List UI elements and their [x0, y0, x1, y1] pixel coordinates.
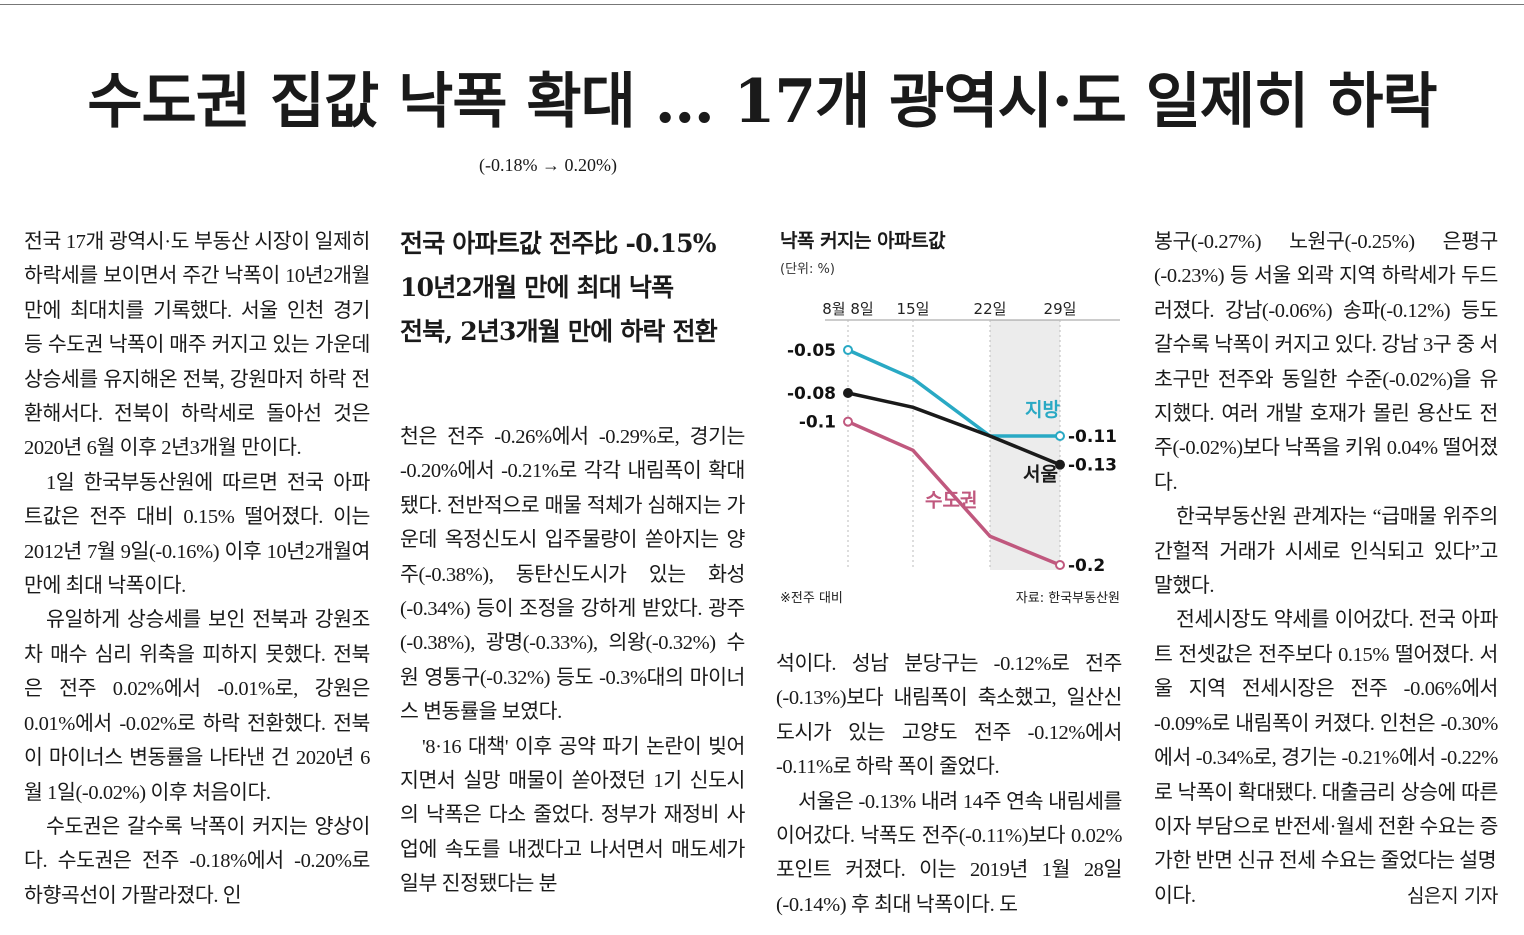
paragraph: '8·16 대책' 이후 공약 파기 논란이 빚어지면서 실망 매물이 쏟아졌던…	[400, 735, 745, 896]
x-tick-label: 8월 8일	[822, 300, 873, 318]
paragraph: 수도권은 갈수록 낙폭이 커지는 양상이다. 수도권은 전주 -0.18%에서 …	[24, 815, 370, 907]
deck-line: 10년2개월 만에 최대 낙폭	[400, 273, 674, 302]
deck-line: 전국 아파트값 전주比 -0.15%	[400, 229, 717, 258]
deck-line: 전북, 2년3개월 만에 하락 전환	[400, 317, 718, 346]
headline-subnote: (-0.18% → 0.20%)	[479, 155, 617, 175]
paragraph: 유일하게 상승세를 보인 전북과 강원조차 매수 심리 위축을 피하지 못했다.…	[24, 609, 370, 804]
paragraph: 석이다. 성남 분당구는 -0.12%로 전주(-0.13%)보다 내림폭이 축…	[776, 653, 1122, 779]
x-tick-label: 22일	[974, 300, 1007, 318]
article-column-3: 석이다. 성남 분당구는 -0.12%로 전주(-0.13%)보다 내림폭이 축…	[776, 647, 1122, 922]
series-line	[847, 348, 1060, 438]
series-name-label: 수도권	[925, 489, 977, 511]
article-column-4: 봉구(-0.27%) 노원구(-0.25%) 은평구(-0.23%) 등 서울 …	[1154, 225, 1498, 913]
paragraph: 전세시장도 약세를 이어갔다. 전국 아파트 전셋값은 전주보다 0.15% 떨…	[1154, 609, 1498, 873]
paragraph: 한국부동산원 관계자는 “급매물 위주의 간헐적 거래가 시세로 인식되고 있다…	[1154, 506, 1498, 598]
data-label-end: -0.11	[1068, 427, 1117, 447]
data-label-start: -0.08	[787, 384, 836, 404]
series-line	[847, 420, 1061, 567]
data-label-end: -0.13	[1068, 456, 1117, 476]
final-line: 이다. 심은지 기자	[1154, 879, 1498, 913]
chart-shaded-band	[990, 320, 1060, 570]
data-point	[843, 416, 853, 427]
series-line	[847, 391, 1061, 467]
line-chart: 8월 8일 15일 22일 29일 -0.05 -0.11 지방 -0.08 -0.13 서울 -0…	[787, 300, 1120, 576]
series-name-label: 서울	[1023, 464, 1058, 486]
byline: 심은지 기자	[1406, 884, 1498, 907]
data-point	[1055, 459, 1065, 470]
paragraph: 서울은 -0.13% 내려 14주 연속 내림세를 이어갔다. 낙폭도 전주(-…	[776, 790, 1122, 916]
data-point	[843, 345, 853, 355]
x-tick-label: 15일	[897, 300, 930, 318]
data-label-start: -0.05	[787, 341, 836, 361]
deck-subheadline: 전국 아파트값 전주比 -0.15% 10년2개월 만에 최대 낙폭 전북, 2…	[400, 222, 750, 354]
paragraph: 1일 한국부동산원에 따르면 전국 아파트값은 전주 대비 0.15% 떨어졌다…	[24, 471, 370, 598]
x-tick-label: 29일	[1044, 300, 1077, 318]
chart-title: 낙폭 커지는 아파트값	[780, 230, 946, 252]
paragraph: 봉구(-0.27%) 노원구(-0.25%) 은평구(-0.23%) 등 서울 …	[1154, 231, 1498, 494]
paragraph: 전국 17개 광역시·도 부동산 시장이 일제히 하락세를 보이면서 주간 낙폭…	[24, 231, 370, 460]
data-point	[1055, 431, 1065, 441]
data-label-start: -0.1	[799, 413, 836, 433]
data-point	[843, 388, 853, 398]
chart-source: 자료: 한국부동산원	[1015, 591, 1120, 606]
chart-note: ※전주 대비	[780, 591, 843, 606]
paragraph: 천은 전주 -0.26%에서 -0.29%로, 경기는 -0.20%에서 -0.…	[400, 426, 745, 724]
paragraph-end: 이다.	[1154, 884, 1196, 907]
series-name-label: 지방	[1025, 399, 1060, 421]
article-column-2: 천은 전주 -0.26%에서 -0.29%로, 경기는 -0.20%에서 -0.…	[400, 420, 745, 902]
chart-unit: (단위: %)	[780, 262, 835, 277]
headline: 수도권 집값 낙폭 확대 … 17개 광역시·도 일제히 하락	[87, 67, 1437, 137]
data-point	[1055, 560, 1065, 570]
article-column-1: 전국 17개 광역시·도 부동산 시장이 일제히 하락세를 보이면서 주간 낙폭…	[24, 225, 370, 913]
top-rule	[0, 4, 1524, 5]
data-label-end: -0.2	[1068, 556, 1105, 576]
